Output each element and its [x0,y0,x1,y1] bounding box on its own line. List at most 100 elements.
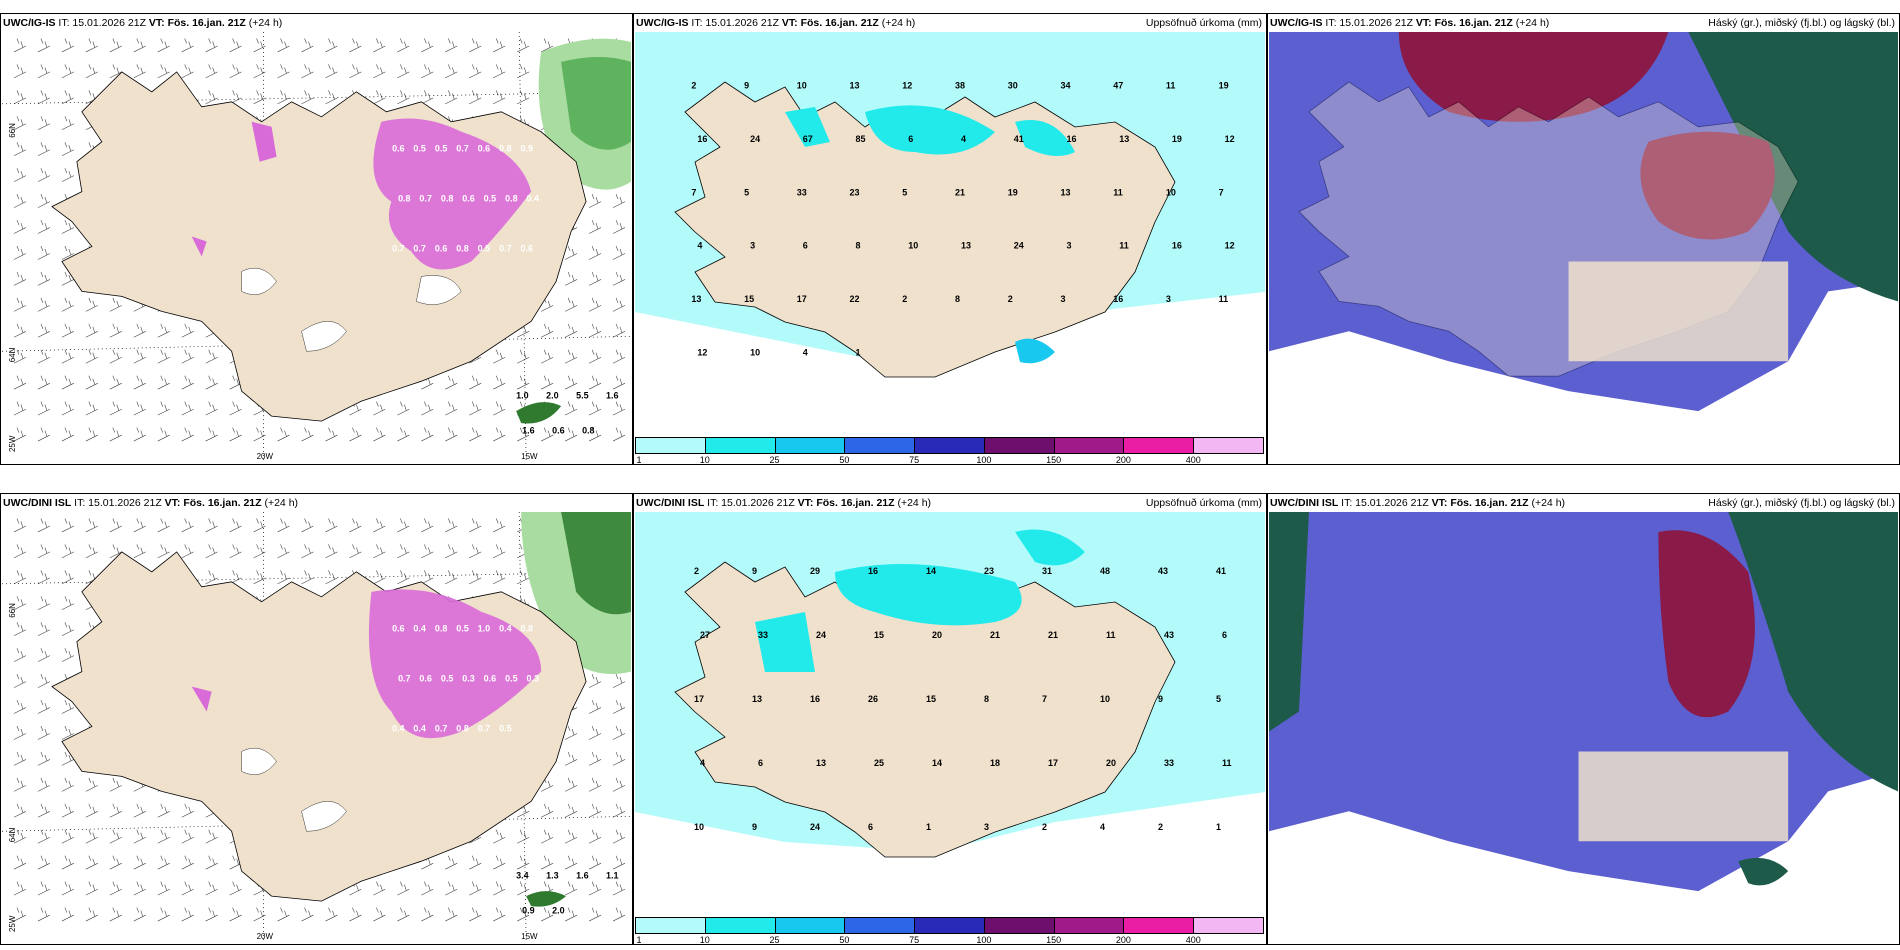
wind-barb [612,699,626,714]
value-label: 13 [691,294,701,304]
wind-barb [37,168,51,182]
wind-barb [564,245,578,260]
colorbar-swatch [635,917,706,934]
colorbar-tick-label: 10 [699,455,710,465]
colorbar-tick-label: 150 [1046,935,1062,945]
lat-label-66n: 66N [8,603,17,618]
ice-value-label: 0.8 [499,144,511,154]
wind-barb [37,349,51,364]
value-label: 17 [694,694,704,704]
wind-barb [469,38,482,53]
wind-barb [301,570,314,585]
wind-barb [37,907,51,922]
colorbar-swatch [983,437,1055,454]
colorbar-tick-label: 100 [976,935,992,945]
wind-barb [612,829,626,844]
wind-barb [37,544,51,559]
value-label: 21 [1048,630,1058,640]
wind-barb [445,401,458,416]
wind-barb [61,142,75,156]
wind-barb [61,751,75,766]
wind-barb [13,518,27,533]
ice-value-label: 0.3 [526,674,538,684]
value-label: 6 [1222,630,1227,640]
wind-barb [13,570,27,585]
wind-barb [325,518,338,533]
wind-barb [564,907,578,922]
value-label: 5 [902,187,907,197]
wind-barb [205,570,218,585]
colorbar-tick-label: 100 [976,455,992,465]
wind-barb [253,64,266,79]
value-label: 26 [868,694,878,704]
precip-colorbar: 1 10 25 50 75 100 150 200 400 [635,437,1264,465]
wind-barb [157,544,170,559]
wind-barb [61,648,75,662]
value-label: 29 [810,566,820,576]
value-label: 4 [1100,822,1105,832]
wind-barb [205,518,218,533]
wind-barb [469,518,482,533]
wind-barb [13,245,27,260]
wind-barb [277,907,290,922]
value-label: 13 [1061,187,1071,197]
wind-barb [181,375,194,390]
ice-value-label: 0.6 [419,674,431,684]
wind-barb [493,375,506,390]
wind-barb [349,427,362,442]
ice-value-label: 0.7 [478,723,490,733]
wind-barb [37,855,51,870]
wind-barb [205,38,218,53]
wind-barb [229,907,242,922]
wind-barb [517,829,530,844]
panel-header: UWC/DINI ISL IT: 15.01.2026 21Z VT: Fös.… [1270,497,1895,509]
wind-barb [205,64,218,79]
value-label: 9 [1158,694,1163,704]
ice-value-label: 0.8 [505,194,517,204]
ice-value-label: 0.6 [484,674,496,684]
wind-barb [325,907,338,922]
wind-barb [373,38,386,53]
wind-barb [469,544,482,559]
value-label: 18 [990,758,1000,768]
precip-colorbar: 1 10 25 50 75 100 150 200 400 [635,917,1264,945]
wind-barb [612,245,626,260]
wind-barb [85,907,98,922]
wind-barb [61,855,75,870]
lat-label-64n: 64N [8,827,17,842]
wind-barb [85,777,98,792]
colorbar-swatch [704,437,776,454]
wind-barb [13,116,27,131]
wind-barb [325,544,338,559]
value-label: 24 [1014,241,1024,251]
wind-barb [61,64,75,79]
wind-barb [13,596,27,611]
value-label: 20 [932,630,942,640]
wind-barb [253,907,266,922]
wind-barb [397,38,410,53]
wind-barb [37,64,51,79]
wind-barb [301,38,314,53]
wind-barb [397,90,410,105]
value-label: 3 [1166,294,1171,304]
value-label: 10 [908,241,918,251]
wind-barb [37,219,51,234]
wind-barb [85,349,98,364]
wind-barb [13,142,27,156]
wind-barb [421,427,434,442]
wind-barb [205,544,218,559]
value-label: 19 [1219,81,1229,91]
value-label: 24 [750,134,760,144]
colorbar-swatch [1193,437,1264,454]
value-label: 14 [926,566,936,576]
wind-barb [13,194,27,208]
wind-barb [301,427,314,442]
wind-barb [325,38,338,53]
wind-barb [61,375,75,390]
wind-barb [373,570,386,585]
sea-label-group: 3.4 1.3 1.6 1.1 0.9 2.0 [516,871,618,916]
wind-barb [109,427,122,442]
wind-barb [277,427,290,442]
colorbar-swatch [1193,917,1264,934]
value-label: 23 [850,187,860,197]
